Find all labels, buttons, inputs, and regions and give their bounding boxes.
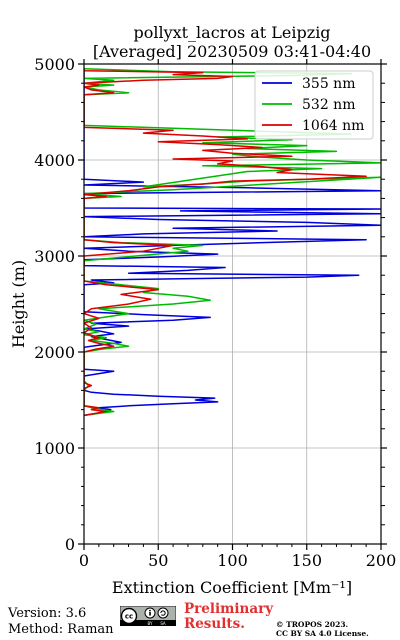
y-tick-label: 0 <box>65 535 75 554</box>
x-axis-label: Extinction Coefficient [Mm⁻¹] <box>112 578 352 597</box>
series-line-0 <box>84 68 381 417</box>
copyright-line-2: CC BY SA 4.0 License. <box>276 629 369 638</box>
svg-text:SA: SA <box>160 621 166 626</box>
plot-area <box>84 68 381 417</box>
preliminary-line-2: Results. <box>184 616 245 632</box>
y-tick-label: 2000 <box>34 343 75 362</box>
x-tick-label: 100 <box>217 551 248 570</box>
version-text: Version: 3.6 <box>8 606 87 621</box>
x-tick-label: 150 <box>291 551 322 570</box>
legend-box <box>254 70 374 140</box>
y-tick-label: 1000 <box>34 439 75 458</box>
y-tick-label: 4000 <box>34 151 75 170</box>
legend: 355 nm 532 nm 1064 nm <box>254 70 374 140</box>
chart-subtitle: [Averaged] 20230509 03:41-04:40 <box>93 42 371 61</box>
svg-text:BY: BY <box>148 621 154 626</box>
x-tick-label: 0 <box>79 551 89 570</box>
copyright-line-1: © TROPOS 2023. <box>276 620 349 629</box>
series-line-2 <box>84 68 367 417</box>
svg-text:cc: cc <box>125 613 133 621</box>
y-tick-label: 5000 <box>34 55 75 74</box>
preliminary-line-1: Preliminary <box>184 601 274 617</box>
preliminary-results-note: Preliminary Results. <box>184 602 273 632</box>
copyright-note: © TROPOS 2023. CC BY SA 4.0 License. <box>276 620 369 638</box>
series-line-1 <box>84 68 381 417</box>
x-tick-label: 50 <box>148 551 168 570</box>
axis-ticks <box>78 59 387 550</box>
cc-by-sa-logo: cc BY SA <box>120 606 176 626</box>
legend-label-1: 532 nm <box>302 97 355 113</box>
method-text: Method: Raman <box>8 622 114 637</box>
chart-title: pollyxt_lacros at Leipzig <box>133 23 330 42</box>
x-tick-label: 200 <box>366 551 397 570</box>
legend-label-0: 355 nm <box>302 76 355 92</box>
y-axis-label: Height (m) <box>9 260 28 348</box>
y-tick-label: 3000 <box>34 247 75 266</box>
legend-label-2: 1064 nm <box>302 118 364 134</box>
